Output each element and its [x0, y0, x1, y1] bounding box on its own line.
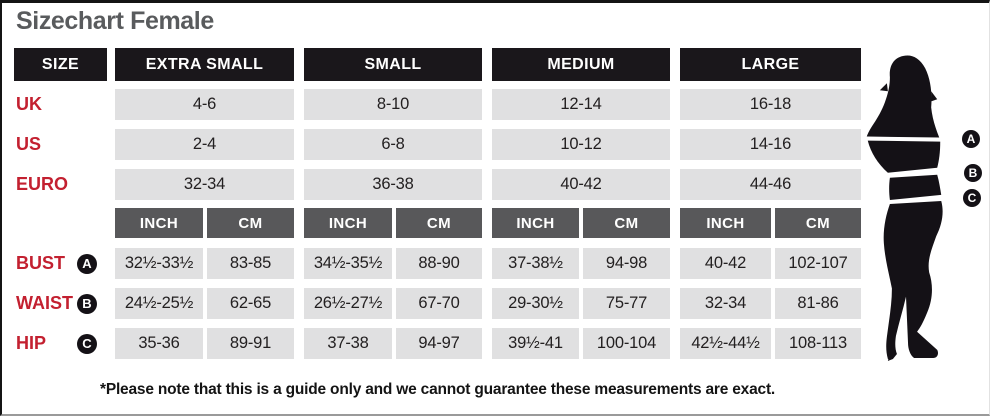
inch-value-cell: 34½-35½ [304, 248, 392, 279]
inch-value-cell: 26½-27½ [304, 288, 392, 319]
table-row: EURO 32-34 36-38 40-42 44-46 [14, 169, 861, 200]
inch-value-cell: 29-30½ [492, 288, 579, 319]
row-label: BUST [16, 253, 65, 273]
table-row: US 2-4 6-8 10-12 14-16 [14, 129, 861, 160]
inch-value-cell: 24½-25½ [115, 288, 203, 319]
size-table: SIZE EXTRA SMALL SMALL MEDIUM LARGE UK 4-6 8-10… [14, 48, 861, 359]
table-row: INCH CM INCH CM INCH CM INCH CM [14, 208, 861, 238]
silhouette-bust-section [867, 140, 941, 173]
size-value-cell: 10-12 [492, 129, 670, 160]
size-value-cell: 44-46 [680, 169, 861, 200]
size-corner-header: SIZE [14, 48, 107, 81]
row-label-with-marker: BUST A [14, 248, 107, 279]
size-value-cell: 40-42 [492, 169, 670, 200]
silhouette-hair-wisp-2 [931, 91, 938, 102]
table-row: HIP C 35-36 89-91 37-38 94-97 39½-41 100-104 42½… [14, 328, 861, 359]
size-value-cell: 2-4 [115, 129, 294, 160]
cm-value-cell: 100-104 [583, 328, 670, 359]
size-value-cell: 16-18 [680, 89, 861, 120]
row-label: US [16, 134, 42, 154]
inch-value-cell: 37-38½ [492, 248, 579, 279]
row-label-with-marker: HIP C [14, 328, 107, 359]
silhouette-hair-wisp [879, 83, 888, 92]
marker-badge: A [77, 253, 97, 274]
footnote: *Please note that this is a guide only a… [99, 381, 776, 398]
inch-header-cell: INCH [304, 208, 392, 238]
cm-value-cell: 62-65 [207, 288, 294, 319]
inch-value-cell: 40-42 [680, 248, 771, 279]
group-header-cell: LARGE [680, 48, 861, 81]
row-label: WAIST [16, 293, 73, 313]
inch-value-cell: 42½-44½ [680, 328, 771, 359]
figure-marker-c: C [963, 189, 981, 207]
cm-value-cell: 108-113 [775, 328, 861, 359]
cm-value-cell: 75-77 [583, 288, 670, 319]
inch-header-cell: INCH [115, 208, 203, 238]
table-row: UK 4-6 8-10 12-14 16-18 [14, 89, 861, 120]
silhouette-legs-section [883, 200, 943, 359]
silhouette-head-section [866, 55, 940, 138]
page-title: Sizechart Female [16, 7, 214, 35]
cm-header-cell: CM [775, 208, 861, 238]
table-row: BUST A 32½-33½ 83-85 34½-35½ 88-90 37-38½ 94-98… [14, 248, 861, 279]
row-label: HIP [16, 333, 47, 353]
cm-header-cell: CM [583, 208, 670, 238]
size-value-cell: 14-16 [680, 129, 861, 160]
size-value-cell: 36-38 [304, 169, 482, 200]
female-silhouette-image [866, 55, 943, 361]
size-value-cell: 4-6 [115, 89, 294, 120]
row-label: UK [16, 94, 42, 114]
inch-header-cell: INCH [492, 208, 579, 238]
cm-value-cell: 81-86 [775, 288, 861, 319]
inch-value-cell: 39½-41 [492, 328, 579, 359]
silhouette-waist-section [889, 174, 942, 200]
group-header-cell: EXTRA SMALL [115, 48, 294, 81]
group-header-cell: MEDIUM [492, 48, 670, 81]
female-figure [864, 53, 946, 361]
size-value-cell: 8-10 [304, 89, 482, 120]
cm-value-cell: 67-70 [396, 288, 482, 319]
table-row: WAIST B 24½-25½ 62-65 26½-27½ 67-70 29-30½ 75-7… [14, 288, 861, 319]
cm-header-cell: CM [396, 208, 482, 238]
inch-value-cell: 32-34 [680, 288, 771, 319]
cm-header-cell: CM [207, 208, 294, 238]
size-value-cell: 6-8 [304, 129, 482, 160]
row-label: EURO [16, 174, 69, 194]
cm-value-cell: 102-107 [775, 248, 861, 279]
silhouette-heel-spike [887, 352, 893, 361]
inch-value-cell: 35-36 [115, 328, 203, 359]
table-row: SIZE EXTRA SMALL SMALL MEDIUM LARGE [14, 48, 861, 81]
inch-value-cell: 32½-33½ [115, 248, 203, 279]
cm-value-cell: 89-91 [207, 328, 294, 359]
cm-value-cell: 94-97 [396, 328, 482, 359]
row-label-with-marker: WAIST B [14, 288, 107, 319]
size-value-cell: 12-14 [492, 89, 670, 120]
marker-badge: C [77, 333, 97, 354]
cm-value-cell: 88-90 [396, 248, 482, 279]
inch-header-cell: INCH [680, 208, 771, 238]
cm-value-cell: 94-98 [583, 248, 670, 279]
inch-value-cell: 37-38 [304, 328, 392, 359]
size-value-cell: 32-34 [115, 169, 294, 200]
cm-value-cell: 83-85 [207, 248, 294, 279]
group-header-cell: SMALL [304, 48, 482, 81]
figure-marker-a: A [962, 130, 980, 148]
marker-badge: B [77, 293, 97, 314]
figure-marker-b: B [964, 164, 982, 182]
